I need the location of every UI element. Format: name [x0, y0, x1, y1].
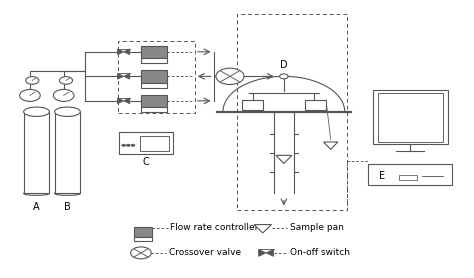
Ellipse shape — [55, 107, 80, 116]
Circle shape — [26, 77, 39, 84]
Polygon shape — [118, 49, 124, 55]
Bar — [141, 83, 167, 88]
Ellipse shape — [24, 192, 49, 195]
Circle shape — [131, 247, 151, 259]
Polygon shape — [254, 225, 272, 233]
Polygon shape — [258, 249, 266, 256]
Circle shape — [59, 77, 73, 84]
Circle shape — [19, 90, 40, 101]
Bar — [368, 163, 453, 185]
Bar — [141, 58, 167, 63]
Bar — [305, 100, 326, 110]
Circle shape — [122, 144, 126, 146]
Text: A: A — [33, 202, 40, 212]
Ellipse shape — [24, 107, 49, 116]
Circle shape — [131, 144, 135, 146]
Bar — [118, 41, 195, 113]
Text: D: D — [280, 59, 288, 70]
Polygon shape — [124, 49, 130, 55]
Bar — [399, 175, 417, 180]
Bar — [141, 70, 167, 83]
Bar — [237, 14, 347, 210]
Text: On-off switch: On-off switch — [291, 248, 350, 257]
Circle shape — [280, 74, 288, 79]
Polygon shape — [124, 73, 130, 79]
Text: Crossover valve: Crossover valve — [169, 248, 241, 257]
Bar — [377, 93, 443, 142]
Bar — [373, 90, 448, 145]
Text: B: B — [64, 202, 71, 212]
Circle shape — [54, 90, 74, 101]
Bar — [140, 136, 169, 151]
Text: C: C — [143, 157, 149, 167]
Text: Flow rate controller: Flow rate controller — [171, 223, 259, 232]
Bar — [55, 112, 80, 193]
Circle shape — [216, 68, 244, 85]
Polygon shape — [118, 73, 124, 79]
Polygon shape — [118, 98, 124, 104]
Polygon shape — [266, 249, 273, 256]
Text: E: E — [379, 170, 385, 180]
Circle shape — [127, 144, 130, 146]
Polygon shape — [124, 98, 130, 104]
Polygon shape — [324, 142, 338, 149]
Ellipse shape — [55, 192, 80, 195]
Polygon shape — [276, 155, 292, 163]
Text: Sample pan: Sample pan — [290, 223, 344, 232]
Bar — [24, 112, 49, 193]
Bar — [141, 107, 167, 112]
Bar — [242, 100, 263, 110]
Bar — [119, 132, 173, 154]
Bar — [134, 227, 152, 237]
Bar — [134, 237, 152, 241]
Bar — [141, 95, 167, 107]
Bar — [141, 46, 167, 58]
